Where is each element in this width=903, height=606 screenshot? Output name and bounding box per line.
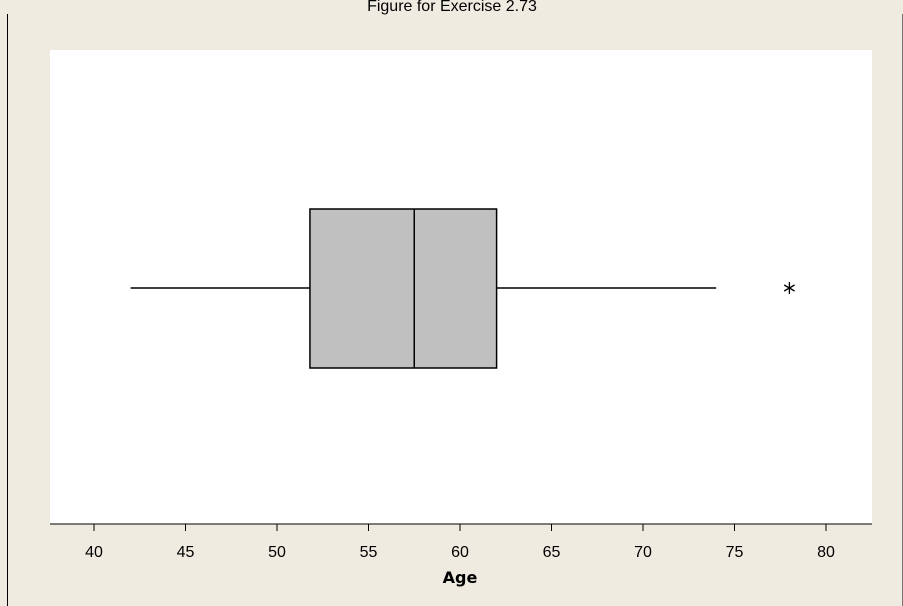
outlier-markers xyxy=(783,282,795,294)
x-axis-ticks: 40 45 50 55 60 65 70 75 80 xyxy=(85,524,835,561)
x-tick-label: 65 xyxy=(543,544,561,561)
x-tick-label: 40 xyxy=(85,544,103,561)
x-tick-label: 70 xyxy=(634,544,652,561)
x-tick-label: 50 xyxy=(268,544,286,561)
x-tick-label: 80 xyxy=(817,544,835,561)
figure-title: Figure for Exercise 2.73 xyxy=(367,0,537,15)
x-tick-label: 45 xyxy=(177,544,195,561)
boxplot xyxy=(130,208,717,369)
outlier-point xyxy=(783,282,795,294)
x-tick-label: 60 xyxy=(451,544,469,561)
x-tick-label: 55 xyxy=(360,544,378,561)
x-axis-title: Age xyxy=(443,568,478,587)
x-tick-label: 75 xyxy=(726,544,744,561)
interquartile-box xyxy=(309,208,498,369)
